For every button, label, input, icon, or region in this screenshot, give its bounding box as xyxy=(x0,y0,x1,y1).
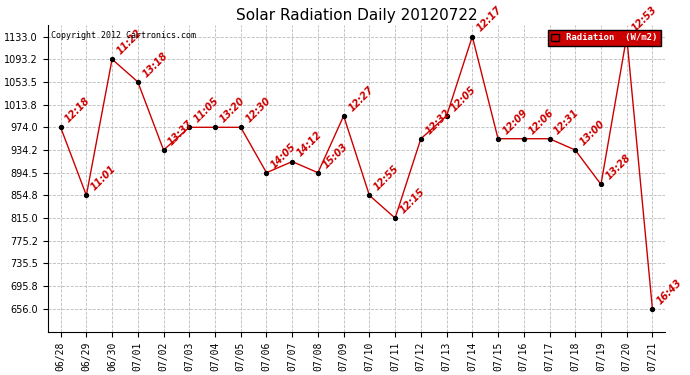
Point xyxy=(493,136,504,142)
Point xyxy=(313,170,324,176)
Text: 11:01: 11:01 xyxy=(89,164,118,193)
Text: 12:17: 12:17 xyxy=(475,5,504,34)
Text: 13:37: 13:37 xyxy=(166,118,195,147)
Legend: Radiation  (W/m2): Radiation (W/m2) xyxy=(548,30,661,46)
Point xyxy=(415,136,426,142)
Text: 12:09: 12:09 xyxy=(501,107,530,136)
Text: 12:05: 12:05 xyxy=(449,84,478,113)
Point xyxy=(261,170,272,176)
Point xyxy=(390,215,401,221)
Text: 12:31: 12:31 xyxy=(552,107,581,136)
Text: 12:30: 12:30 xyxy=(244,96,273,124)
Text: 11:05: 11:05 xyxy=(192,96,221,124)
Point xyxy=(81,192,92,198)
Point xyxy=(55,124,66,130)
Point xyxy=(286,159,297,165)
Text: 13:20: 13:20 xyxy=(218,96,247,124)
Point xyxy=(595,182,607,188)
Point xyxy=(621,33,632,39)
Text: 12:53: 12:53 xyxy=(629,5,658,34)
Point xyxy=(338,113,349,119)
Point xyxy=(364,192,375,198)
Point xyxy=(518,136,529,142)
Point xyxy=(158,147,169,153)
Text: 12:27: 12:27 xyxy=(346,84,375,113)
Text: 11:22: 11:22 xyxy=(115,27,144,57)
Text: 12:32: 12:32 xyxy=(424,107,453,136)
Point xyxy=(106,56,117,62)
Point xyxy=(441,113,452,119)
Point xyxy=(235,124,246,130)
Text: 14:05: 14:05 xyxy=(269,141,298,170)
Point xyxy=(467,33,478,39)
Text: 13:00: 13:00 xyxy=(578,118,607,147)
Point xyxy=(570,147,581,153)
Title: Solar Radiation Daily 20120722: Solar Radiation Daily 20120722 xyxy=(236,8,477,22)
Point xyxy=(210,124,221,130)
Point xyxy=(544,136,555,142)
Text: 12:18: 12:18 xyxy=(63,96,92,124)
Text: 12:15: 12:15 xyxy=(398,186,427,215)
Point xyxy=(132,79,144,85)
Text: 15:03: 15:03 xyxy=(321,141,350,170)
Point xyxy=(184,124,195,130)
Text: 16:43: 16:43 xyxy=(656,277,684,306)
Text: 13:28: 13:28 xyxy=(604,153,633,182)
Text: 13:18: 13:18 xyxy=(141,50,170,79)
Text: 12:55: 12:55 xyxy=(372,164,401,193)
Text: 12:06: 12:06 xyxy=(526,107,555,136)
Text: 14:12: 14:12 xyxy=(295,130,324,159)
Point xyxy=(647,306,658,312)
Text: Copyright 2012 Cartronics.com: Copyright 2012 Cartronics.com xyxy=(51,31,196,40)
